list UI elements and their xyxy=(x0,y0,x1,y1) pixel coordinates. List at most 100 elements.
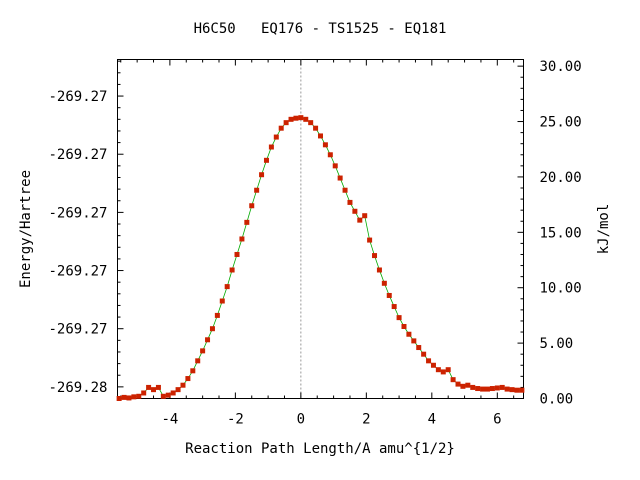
y-tick-label: -269.27 xyxy=(48,147,107,163)
data-point xyxy=(121,394,127,400)
data-point xyxy=(249,203,255,209)
data-point xyxy=(367,237,373,243)
data-point xyxy=(293,115,299,121)
data-point xyxy=(273,134,279,140)
y2-tick-label: 25.00 xyxy=(540,115,582,131)
data-point xyxy=(263,157,269,163)
data-point xyxy=(342,187,348,193)
data-point xyxy=(155,384,161,390)
data-point xyxy=(470,384,476,390)
y2-tick-label: 30.00 xyxy=(540,59,582,75)
data-point xyxy=(259,172,265,178)
y2-tick-label: 15.00 xyxy=(540,225,582,241)
data-point xyxy=(151,387,157,393)
data-point xyxy=(308,120,314,126)
data-point xyxy=(254,187,260,193)
x-tick-label: -2 xyxy=(227,412,244,428)
axis-ticks-layer: -4 -2 0 2 4 6 -269.28 -269.27 -269.27 -269.27 -269… xyxy=(48,59,581,427)
y2-tick-label: 20.00 xyxy=(540,170,582,186)
data-point xyxy=(372,253,378,259)
data-point xyxy=(165,392,171,398)
data-point xyxy=(327,152,333,158)
data-point xyxy=(298,115,304,121)
energy-curve-line xyxy=(119,117,522,399)
data-point xyxy=(514,387,520,393)
data-point xyxy=(494,385,500,391)
data-point xyxy=(209,326,215,332)
data-point xyxy=(190,368,196,374)
data-point xyxy=(136,393,142,399)
y-tick-label: -269.27 xyxy=(48,322,107,338)
data-point xyxy=(337,175,343,181)
data-point xyxy=(465,382,471,388)
x-tick-label: -4 xyxy=(161,412,178,428)
data-point xyxy=(435,367,441,373)
data-point xyxy=(391,304,397,310)
data-point xyxy=(401,323,407,329)
data-point xyxy=(450,377,456,383)
data-point xyxy=(406,331,412,337)
data-point xyxy=(160,393,166,399)
data-point xyxy=(499,384,505,390)
y2-tick-label: 5.00 xyxy=(540,336,574,352)
data-point xyxy=(116,396,122,401)
data-point xyxy=(509,387,515,393)
data-point xyxy=(421,351,427,357)
data-point xyxy=(352,208,358,214)
y-tick-label: -269.27 xyxy=(48,89,107,105)
data-point xyxy=(347,199,353,205)
x-tick-label: 4 xyxy=(428,412,436,428)
data-point xyxy=(430,362,436,368)
x-tick-label: 0 xyxy=(297,412,305,428)
y2-tick-label: 0.00 xyxy=(540,392,574,408)
data-point xyxy=(445,367,451,373)
data-point xyxy=(219,298,225,304)
data-point xyxy=(376,267,382,273)
data-point xyxy=(489,386,495,392)
data-point xyxy=(268,144,274,150)
data-point xyxy=(362,213,368,219)
x-tick-label: 6 xyxy=(493,412,501,428)
data-point xyxy=(318,133,323,139)
data-point xyxy=(475,386,481,392)
data-point xyxy=(131,394,137,400)
energy-curve-layer xyxy=(119,117,522,399)
x-tick-label: 2 xyxy=(362,412,370,428)
data-point xyxy=(229,267,235,273)
data-point xyxy=(195,358,201,364)
data-point xyxy=(146,384,152,390)
data-point xyxy=(180,382,186,388)
chart-title: H6C50 EQ176 - TS1525 - EQ181 xyxy=(194,21,447,37)
data-point xyxy=(357,217,363,223)
y2-tick-label: 10.00 xyxy=(540,281,582,297)
data-point xyxy=(185,376,191,382)
data-point xyxy=(396,315,402,321)
y-tick-label: -269.27 xyxy=(48,264,107,280)
data-point xyxy=(303,116,309,122)
data-point xyxy=(426,358,432,364)
data-point xyxy=(484,386,490,392)
data-point xyxy=(480,386,486,392)
y2-axis-label: kJ/mol xyxy=(596,204,612,255)
y-axis-label: Energy/Hartree xyxy=(18,170,34,288)
data-point xyxy=(283,120,289,126)
data-point xyxy=(288,116,294,122)
data-point xyxy=(332,163,338,169)
data-point xyxy=(126,395,132,401)
data-point xyxy=(170,390,176,396)
data-point xyxy=(224,284,230,290)
data-point xyxy=(278,125,284,131)
x-axis-label: Reaction Path Length/A amu^{1/2} xyxy=(185,441,455,457)
data-point xyxy=(205,337,211,343)
data-point xyxy=(239,236,245,242)
data-point xyxy=(440,369,446,375)
data-point xyxy=(313,125,319,131)
data-point xyxy=(322,142,328,148)
data-points-layer xyxy=(116,115,525,401)
data-point xyxy=(411,338,417,344)
plot-frame xyxy=(117,59,524,399)
data-point xyxy=(381,280,387,286)
data-point xyxy=(504,386,510,392)
y-tick-label: -269.28 xyxy=(48,380,107,396)
